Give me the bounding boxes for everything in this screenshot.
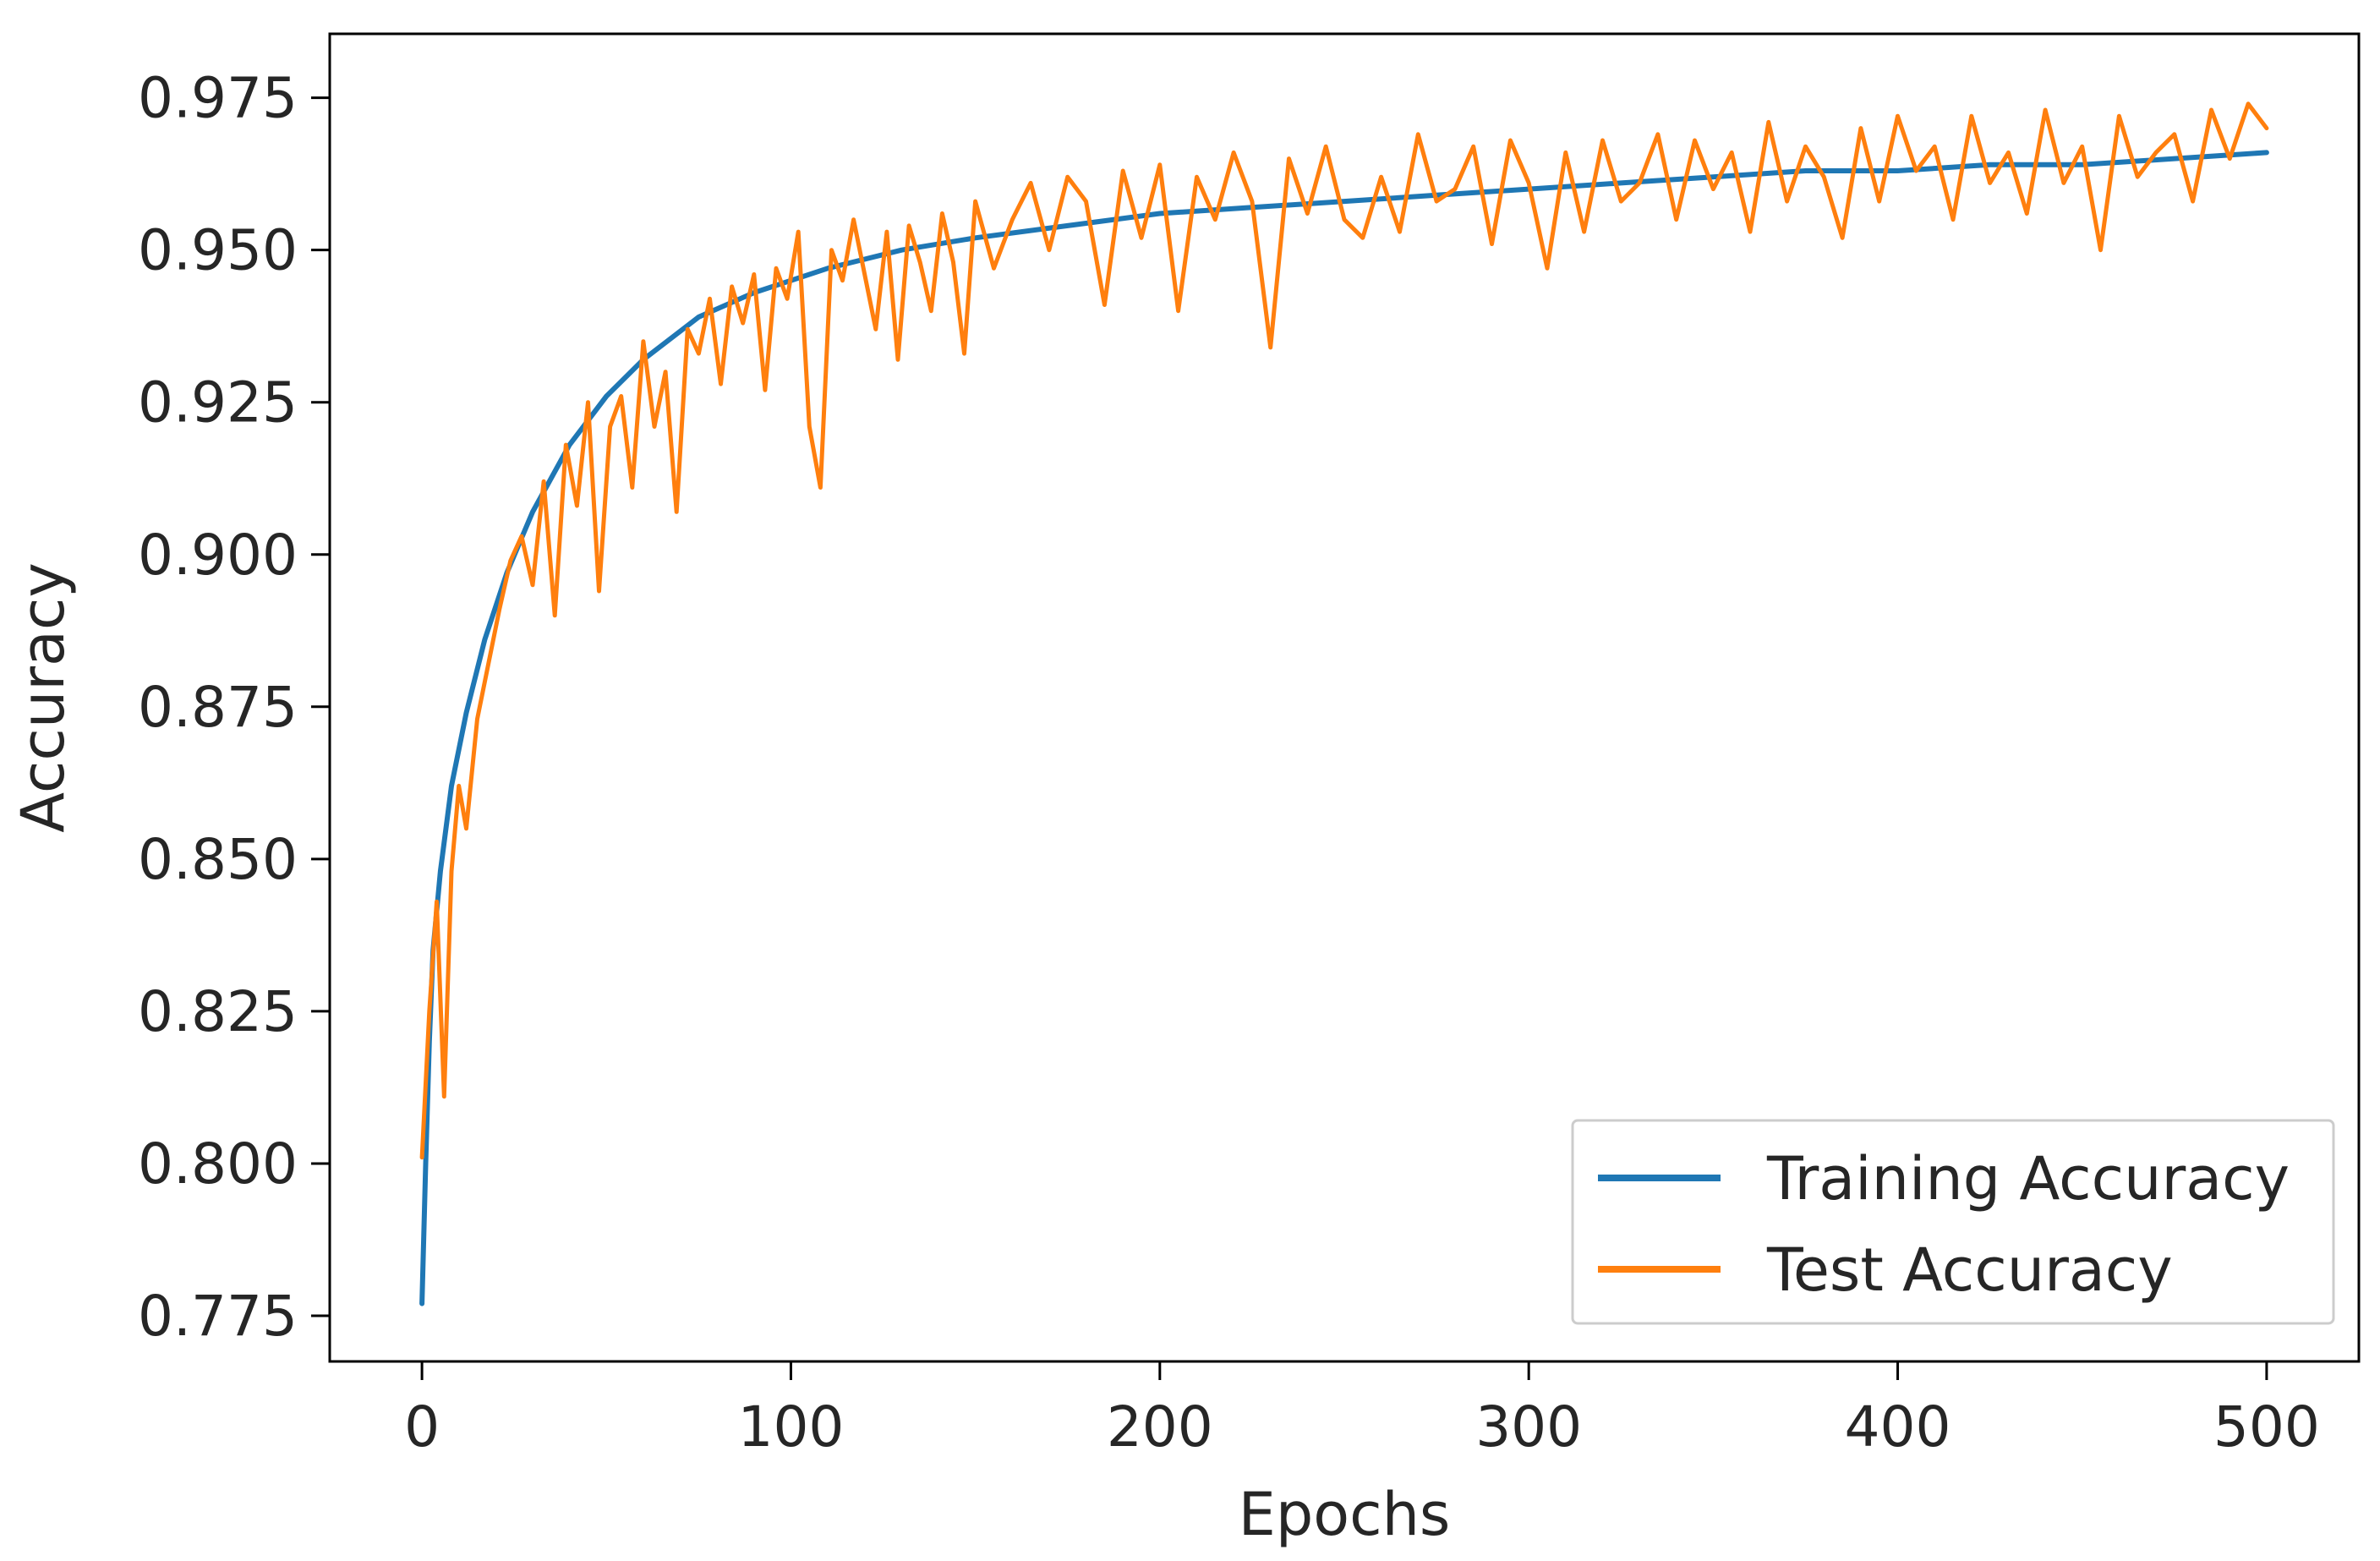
series-layer [419, 101, 2269, 1306]
y-tick-label: 0.925 [138, 370, 298, 435]
y-tick-label: 0.775 [138, 1284, 298, 1349]
x-tick-label: 0 [404, 1394, 440, 1460]
legend: Training Accuracy Test Accuracy [1571, 1119, 2335, 1325]
x-tick-label: 100 [737, 1394, 844, 1460]
series-line-training-accuracy [419, 150, 2269, 1306]
y-tick-label: 0.800 [138, 1131, 298, 1197]
plot-frame [328, 32, 2361, 1363]
legend-label-test: Test Accuracy [1766, 1235, 2173, 1305]
x-tick-label: 200 [1107, 1394, 1213, 1460]
x-tick-label: 500 [2213, 1394, 2320, 1460]
y-axis-label: Accuracy [8, 562, 78, 833]
y-tick-label: 0.900 [138, 523, 298, 588]
legend-box [1571, 1119, 2335, 1325]
series-line-test-accuracy [419, 101, 2269, 1160]
y-tick-label: 0.950 [138, 218, 298, 283]
x-tick-label: 400 [1845, 1394, 1951, 1460]
y-tick-label: 0.850 [138, 827, 298, 892]
y-tick-label: 0.825 [138, 979, 298, 1044]
x-axis-label: Epochs [1239, 1480, 1451, 1549]
y-tick-label: 0.875 [138, 675, 298, 740]
x-axis-ticks: 0 100 200 300 400 500 [404, 1361, 2320, 1460]
y-axis-ticks: 0.775 0.800 0.825 0.850 0.875 0.900 0.925 0.950… [138, 66, 330, 1349]
y-tick-label: 0.975 [138, 66, 298, 131]
x-tick-label: 300 [1475, 1394, 1582, 1460]
legend-label-training: Training Accuracy [1766, 1144, 2290, 1213]
